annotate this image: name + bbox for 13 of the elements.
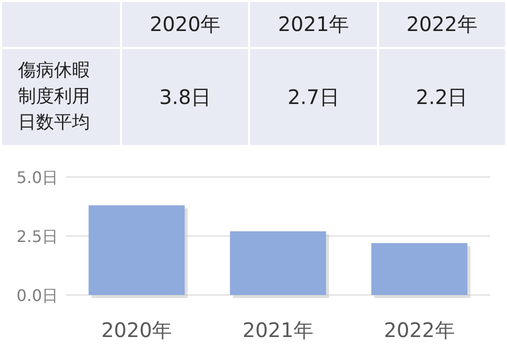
x-tick-label: 2021年 (242, 318, 314, 342)
x-tick-label: 2020年 (101, 318, 172, 342)
category-label: 2022年 (406, 12, 478, 36)
chart-title: 傷病休暇制度利用日数平均 (1, 48, 121, 146)
data-label: 2.2日 (378, 48, 506, 146)
category-label: 2020年 (150, 12, 221, 36)
x-tick-label: 2022年 (384, 318, 455, 342)
data-label: 3.8日 (121, 48, 250, 146)
y-tick-label: 5.0日 (16, 168, 58, 187)
y-tick-label: 2.5日 (16, 227, 58, 246)
data-label: 2.7日 (249, 48, 378, 146)
category-label: 2021年 (278, 12, 349, 36)
y-tick-label: 0.0日 (16, 286, 58, 305)
